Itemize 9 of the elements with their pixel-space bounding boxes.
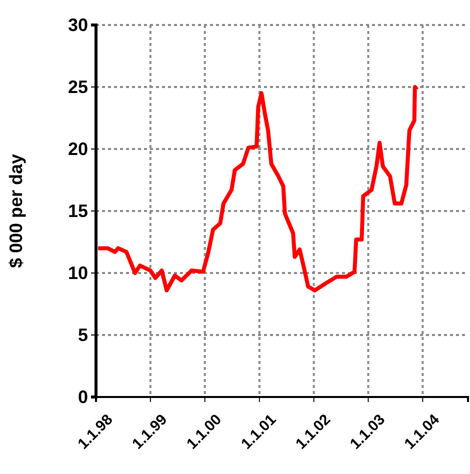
y-tick-label: 0 — [78, 386, 88, 407]
y-tick-label: 25 — [68, 76, 88, 97]
y-tick-label: 10 — [68, 262, 88, 283]
y-tick-label: 30 — [68, 14, 88, 35]
y-tick-label: 20 — [68, 138, 88, 159]
y-tick-label: 15 — [68, 200, 88, 221]
line-series — [96, 85, 420, 292]
y-axis-title: $ 000 per day — [6, 154, 26, 268]
y-tick-label: 5 — [78, 324, 88, 345]
